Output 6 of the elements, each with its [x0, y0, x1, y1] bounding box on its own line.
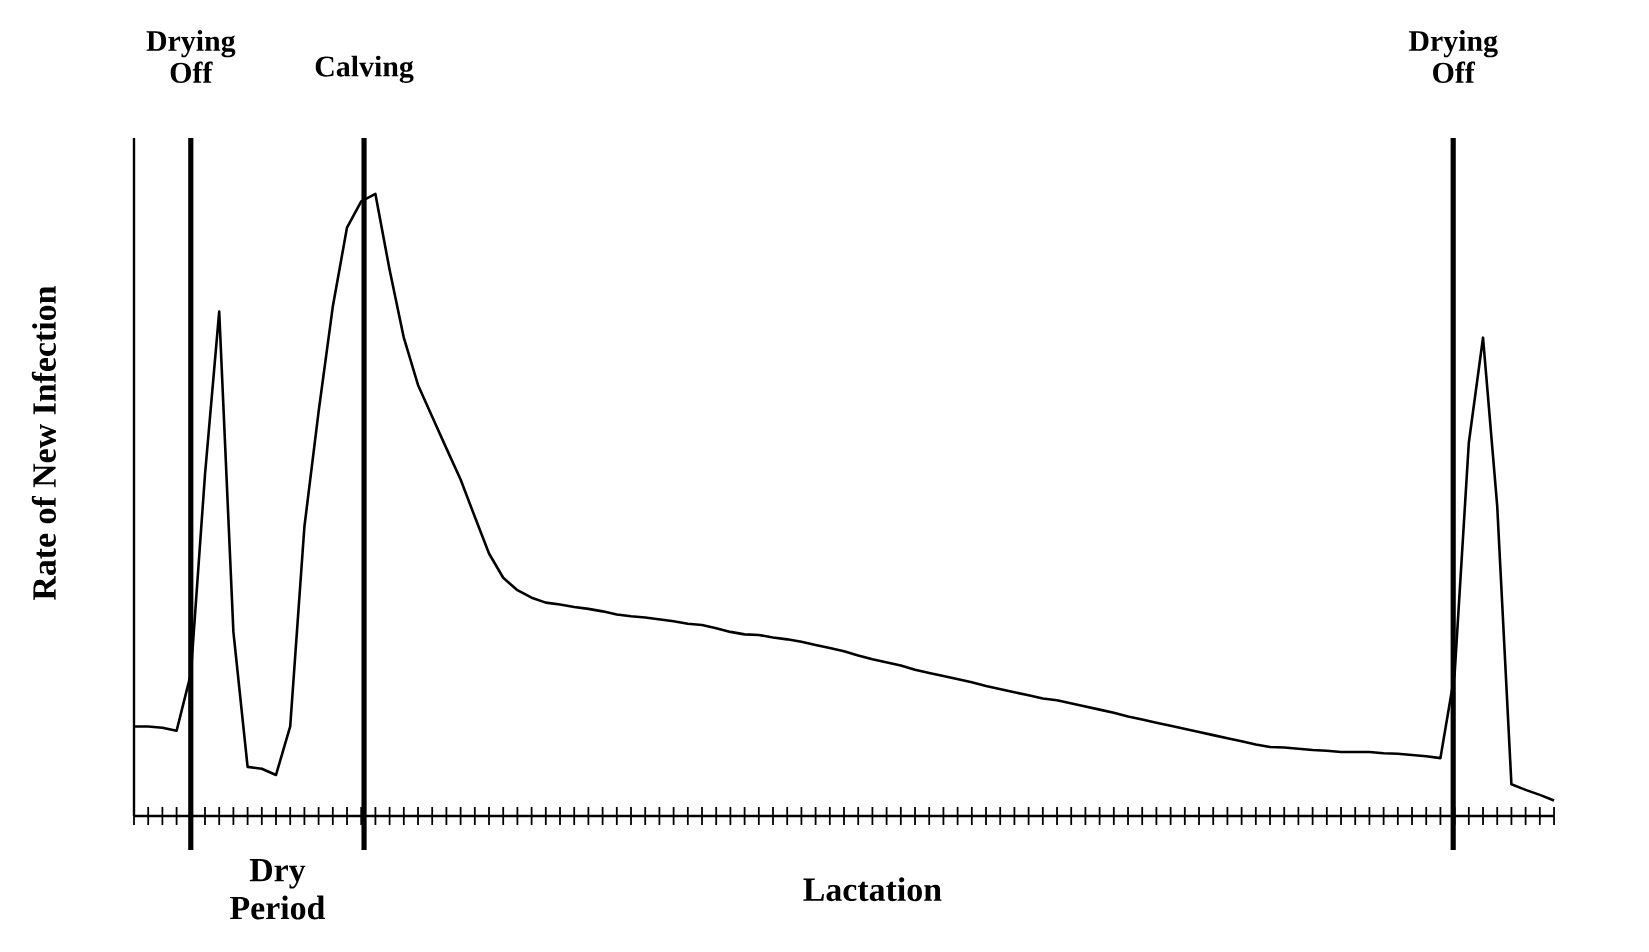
text: Calving: [315, 55, 414, 83]
text: Dry Period: [230, 859, 326, 920]
x-axis-title: Lactation: [803, 877, 942, 902]
y-axis-title: Rate of New Infection: [31, 286, 56, 601]
text: Drying Off: [1408, 30, 1498, 83]
text: Drying Off: [146, 30, 236, 83]
